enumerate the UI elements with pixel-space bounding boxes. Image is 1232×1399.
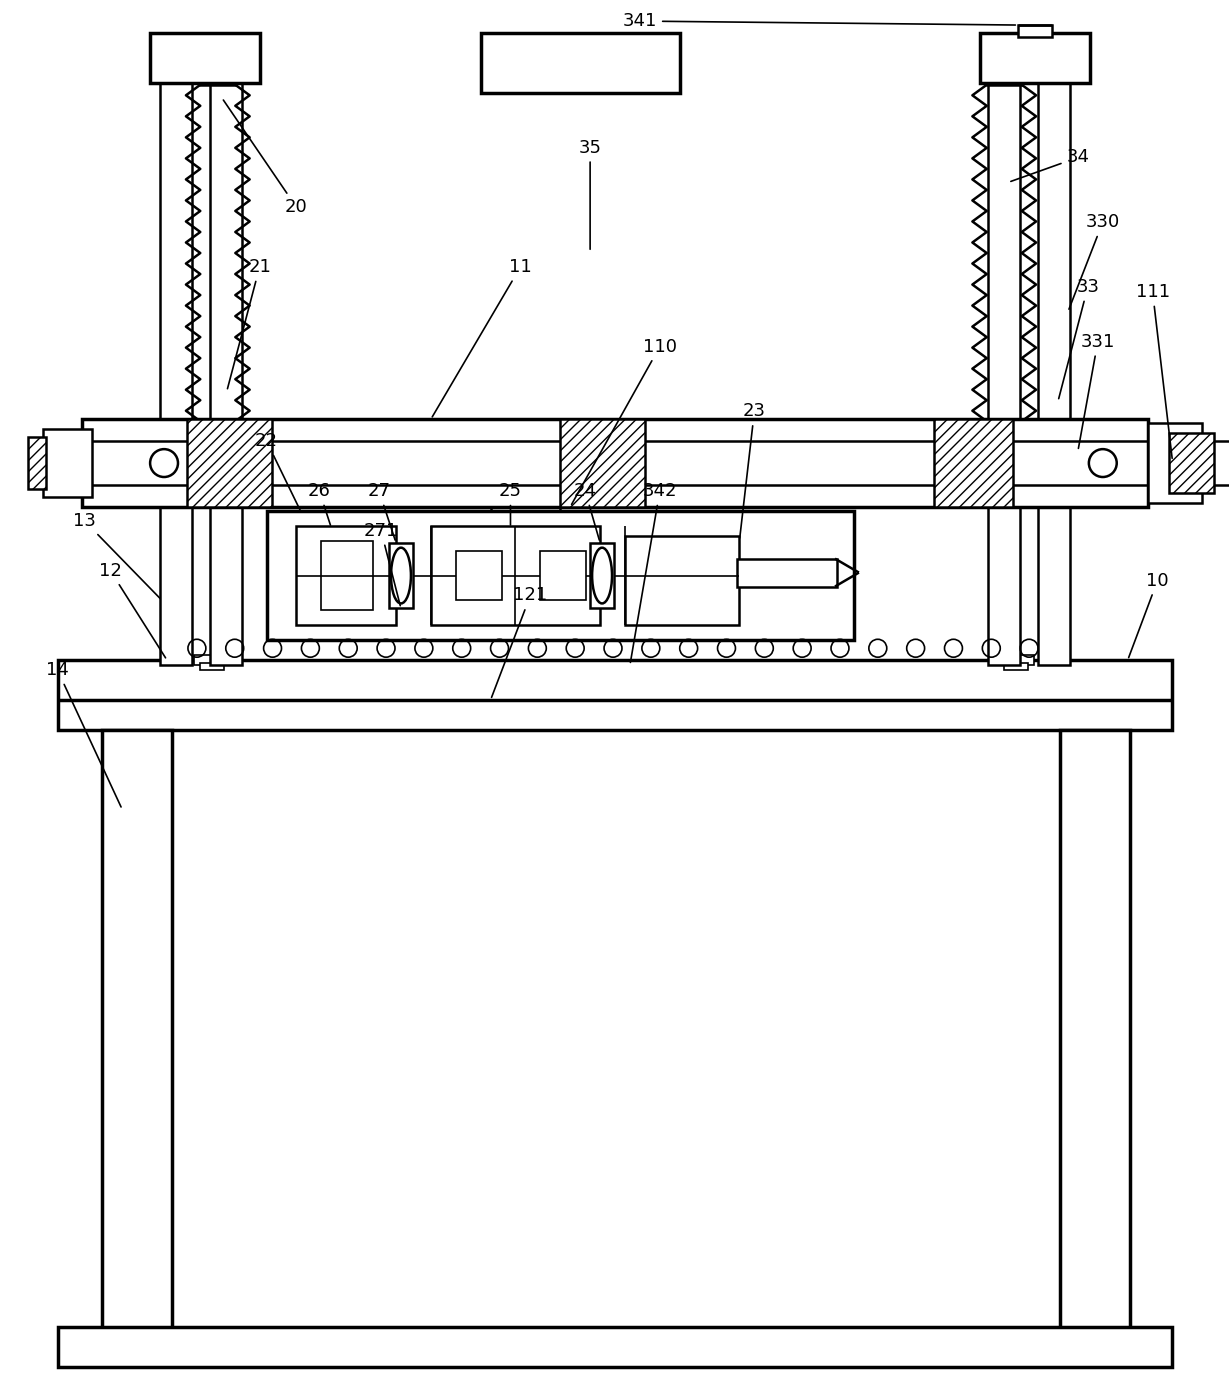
Bar [266, 511, 854, 641]
Bar [187, 420, 271, 506]
Text: 27: 27 [367, 481, 395, 540]
Text: 342: 342 [631, 481, 678, 662]
Bar [58, 1328, 1173, 1367]
Bar [738, 558, 837, 586]
Text: 26: 26 [308, 481, 330, 525]
Text: 341: 341 [622, 13, 1015, 29]
Bar [193, 655, 229, 665]
Bar [590, 543, 614, 609]
Text: 20: 20 [223, 99, 308, 217]
Bar [102, 730, 172, 1337]
Text: 34: 34 [1010, 148, 1089, 182]
Bar [1018, 25, 1052, 36]
Bar [934, 420, 1013, 506]
Bar [200, 663, 224, 670]
Bar [83, 420, 1147, 506]
Text: 331: 331 [1078, 333, 1115, 449]
Bar [322, 541, 373, 610]
Bar [1169, 434, 1215, 492]
Bar [297, 526, 395, 625]
Text: 13: 13 [73, 512, 160, 599]
Bar [456, 551, 501, 600]
Bar [981, 34, 1090, 83]
Text: 25: 25 [499, 481, 522, 525]
Bar [27, 438, 46, 490]
Bar [561, 420, 644, 506]
Text: 24: 24 [574, 481, 599, 540]
Text: 110: 110 [572, 337, 676, 505]
Text: 21: 21 [228, 257, 271, 389]
Bar [998, 655, 1034, 665]
Bar [43, 429, 92, 497]
Bar [150, 34, 260, 83]
Bar [431, 526, 600, 625]
Bar [1193, 441, 1232, 485]
Text: 330: 330 [1069, 213, 1120, 309]
Text: 111: 111 [1136, 283, 1172, 459]
Text: 12: 12 [99, 561, 165, 658]
Bar [988, 63, 1020, 665]
Bar [160, 63, 192, 665]
Bar [541, 551, 586, 600]
Text: 23: 23 [739, 403, 766, 539]
Bar [389, 543, 413, 609]
Text: 10: 10 [1129, 572, 1169, 658]
Text: 22: 22 [255, 432, 301, 511]
Bar [1039, 63, 1069, 665]
Text: 271: 271 [363, 522, 400, 606]
Text: 11: 11 [432, 257, 532, 417]
Bar [1060, 730, 1130, 1337]
Bar [209, 63, 241, 665]
Text: 121: 121 [492, 586, 547, 698]
Text: 35: 35 [579, 139, 601, 249]
Bar [480, 34, 680, 92]
Bar [1004, 663, 1029, 670]
Bar [58, 660, 1173, 730]
Bar [625, 536, 739, 625]
Text: 33: 33 [1058, 278, 1099, 399]
Text: 14: 14 [46, 662, 121, 807]
Bar [1147, 424, 1202, 502]
